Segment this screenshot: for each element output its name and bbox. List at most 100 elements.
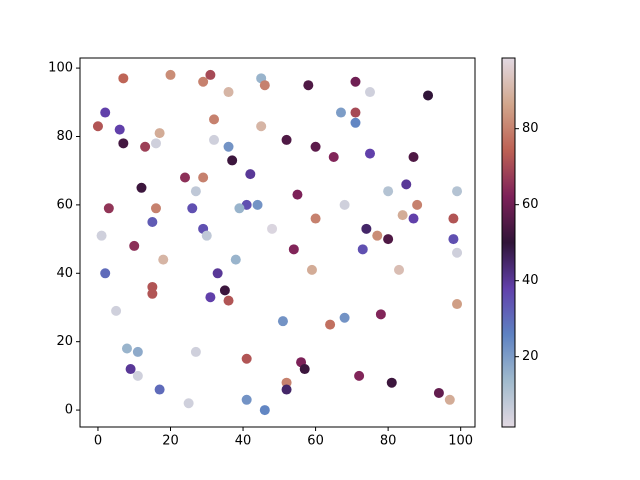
point — [234, 203, 245, 214]
point — [339, 312, 350, 323]
point — [277, 316, 288, 327]
point — [245, 169, 256, 180]
point — [147, 288, 158, 299]
point — [394, 264, 405, 275]
point — [121, 343, 132, 354]
point — [154, 128, 165, 139]
point — [201, 230, 212, 241]
point — [357, 244, 368, 255]
point — [140, 141, 151, 152]
point — [325, 319, 336, 330]
point — [423, 90, 434, 101]
point — [150, 203, 161, 214]
point — [118, 138, 129, 149]
point — [397, 210, 408, 221]
point — [180, 172, 191, 183]
y-tick-label: 60 — [56, 197, 73, 212]
point — [241, 353, 252, 364]
point — [386, 377, 397, 388]
point — [303, 80, 314, 91]
colorbar-tick-label: 20 — [522, 349, 539, 364]
point — [136, 182, 147, 193]
point — [129, 240, 140, 251]
point — [100, 107, 111, 118]
point — [125, 364, 136, 375]
point — [288, 244, 299, 255]
point — [383, 186, 394, 197]
point — [230, 254, 241, 265]
point — [354, 370, 365, 381]
point — [364, 148, 375, 159]
colorbar-tick-label: 40 — [522, 273, 539, 288]
point — [361, 223, 372, 234]
point — [448, 234, 459, 245]
point — [187, 203, 198, 214]
point — [223, 141, 234, 152]
x-tick-label: 40 — [235, 434, 252, 449]
point — [444, 394, 455, 405]
point — [227, 155, 238, 166]
point — [259, 405, 270, 416]
colorbar — [501, 57, 516, 428]
point — [408, 152, 419, 163]
colorbar-tick-label: 80 — [522, 121, 539, 136]
point — [364, 87, 375, 98]
x-tick-label: 60 — [307, 434, 324, 449]
point — [205, 292, 216, 303]
point — [223, 87, 234, 98]
y-tick-label: 40 — [56, 266, 73, 281]
point — [252, 199, 263, 210]
point — [292, 189, 303, 200]
point — [375, 309, 386, 320]
point — [212, 268, 223, 279]
point — [132, 346, 143, 357]
point — [339, 199, 350, 210]
point — [350, 117, 361, 128]
point — [267, 223, 278, 234]
point — [372, 230, 383, 241]
point — [281, 384, 292, 395]
point — [158, 254, 169, 265]
point — [452, 247, 463, 258]
x-tick-label: 80 — [380, 434, 397, 449]
point — [310, 141, 321, 152]
point — [401, 179, 412, 190]
point — [310, 213, 321, 224]
point — [147, 216, 158, 227]
point — [92, 121, 103, 132]
point — [96, 230, 107, 241]
point — [452, 186, 463, 197]
point — [103, 203, 114, 214]
point — [328, 152, 339, 163]
y-tick-label: 100 — [48, 61, 73, 76]
point — [383, 234, 394, 245]
point — [118, 73, 129, 84]
x-tick-label: 100 — [448, 434, 473, 449]
y-tick-label: 20 — [56, 334, 73, 349]
point — [281, 134, 292, 145]
x-tick-label: 20 — [162, 434, 179, 449]
point — [150, 138, 161, 149]
point — [241, 394, 252, 405]
point — [259, 80, 270, 91]
point — [165, 69, 176, 80]
point — [408, 213, 419, 224]
point — [448, 213, 459, 224]
point — [190, 346, 201, 357]
plot-frame — [79, 57, 476, 428]
point — [147, 281, 158, 292]
colorbar-tick-label: 60 — [522, 197, 539, 212]
point — [198, 172, 209, 183]
point — [132, 370, 143, 381]
point — [306, 264, 317, 275]
point — [209, 114, 220, 125]
point — [452, 299, 463, 310]
point — [209, 134, 220, 145]
point — [111, 305, 122, 316]
point — [114, 124, 125, 135]
point — [335, 107, 346, 118]
x-tick-label: 0 — [94, 434, 102, 449]
point — [183, 398, 194, 409]
y-tick-label: 80 — [56, 129, 73, 144]
